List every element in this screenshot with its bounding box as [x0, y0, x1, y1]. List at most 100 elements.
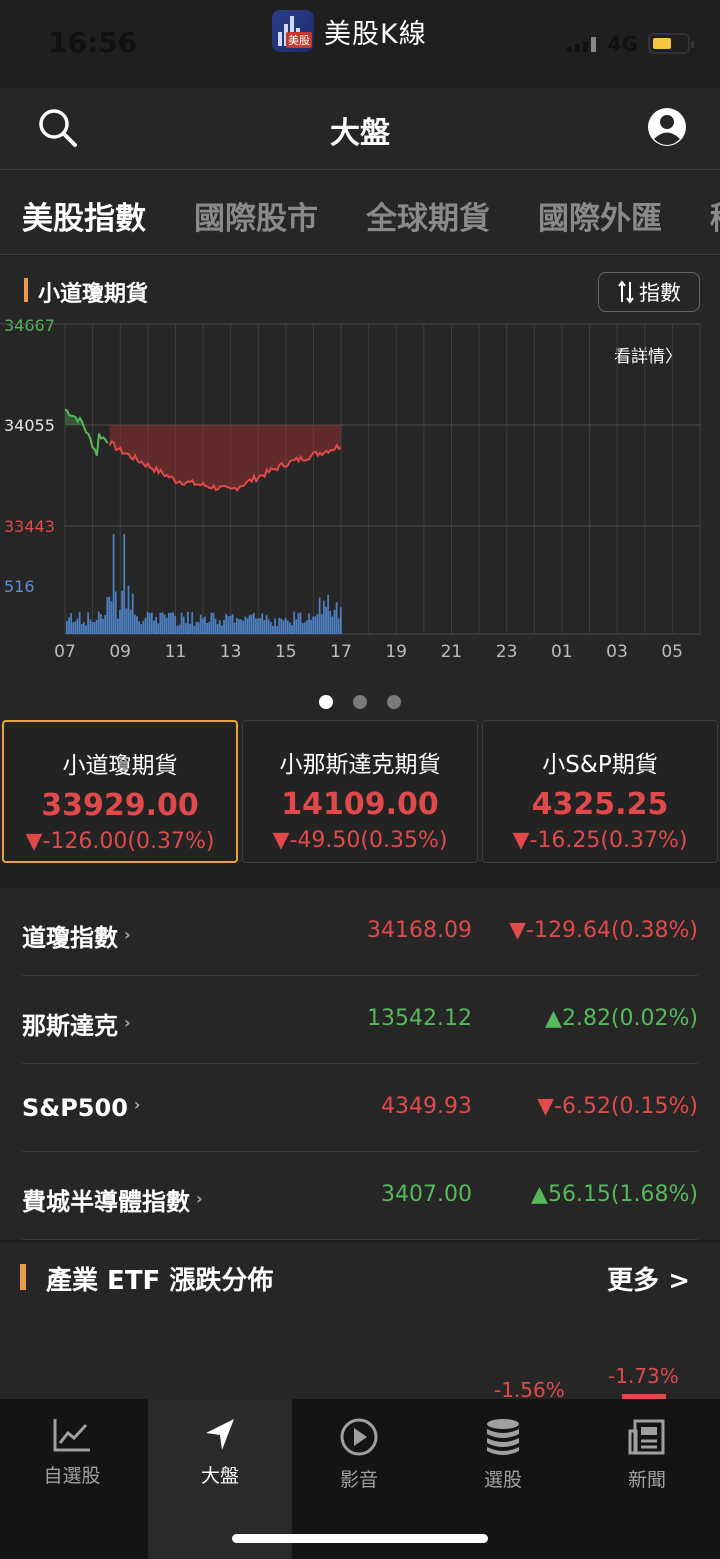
volume-bar — [314, 616, 317, 634]
volume-bar — [199, 614, 202, 634]
volume-bar — [172, 612, 174, 634]
volume-bar — [312, 616, 315, 634]
volume-bar — [187, 611, 189, 634]
etf-title: 產業 ETF 漲跌分佈 — [46, 1266, 274, 1296]
tabbar-market[interactable]: 大盤 — [148, 1399, 292, 1559]
volume-bar — [223, 619, 225, 634]
index-name: 道瓊指數 › — [22, 924, 131, 952]
price-chart[interactable] — [0, 316, 720, 642]
futures-card-dow[interactable]: 小道瓊期貨 33929.00 ▼-126.00(0.37%) — [2, 720, 238, 863]
page-dot[interactable] — [319, 695, 333, 709]
tabbar-label: 自選股 — [43, 1465, 101, 1487]
page-dot[interactable] — [353, 695, 367, 709]
index-change: ▼-6.52(0.15%) — [537, 1094, 698, 1119]
account-button[interactable] — [646, 106, 688, 148]
futures-change: ▼-126.00(0.37%) — [25, 829, 215, 854]
volume-bar — [282, 620, 285, 634]
chevron-right-icon: › — [133, 1095, 141, 1114]
tab-us-index[interactable]: 美股指數 — [22, 201, 146, 237]
tabbar-screener[interactable]: 選股 — [431, 1399, 575, 1559]
volume-bar — [114, 591, 117, 634]
volume-bar — [305, 620, 308, 634]
volume-bar — [263, 620, 266, 634]
x-axis-tick-label: 13 — [219, 642, 242, 662]
index-name: 費城半導體指數 › — [22, 1188, 203, 1216]
x-axis-tick-label: 05 — [661, 642, 683, 662]
tabbar-video[interactable]: 影音 — [287, 1399, 431, 1559]
volume-bar — [265, 615, 268, 634]
chevron-right-icon: › — [124, 1013, 131, 1032]
volume-bar — [74, 621, 77, 634]
x-axis-tick-label: 23 — [495, 642, 518, 662]
volume-bar — [89, 619, 92, 634]
chart-title-marker — [24, 278, 28, 302]
tab-forex[interactable]: 國際外匯 — [538, 201, 662, 237]
volume-bar — [193, 625, 196, 634]
chevron-right-icon: › — [124, 925, 131, 944]
volume-bar — [229, 615, 232, 634]
volume-bar — [85, 625, 87, 634]
futures-price: 14109.00 — [281, 787, 439, 822]
futures-card-sp[interactable]: 小S&P期貨 4325.25 ▼-16.25(0.37%) — [482, 720, 718, 863]
volume-bar — [327, 594, 330, 634]
volume-bar — [248, 615, 251, 634]
volume-bar — [87, 612, 90, 634]
volume-bar — [301, 623, 304, 634]
page-dot[interactable] — [387, 695, 401, 709]
switch-label: 指數 — [639, 281, 681, 305]
volume-bar — [325, 606, 327, 634]
volume-bar — [142, 620, 145, 634]
market-tabs: 美股指數 國際股市 全球期貨 國際外匯 稀 — [0, 171, 720, 255]
volume-bar — [176, 625, 179, 634]
switch-index-button[interactable]: 指數 — [598, 272, 700, 312]
volume-bar — [252, 612, 255, 634]
futures-price: 33929.00 — [41, 788, 199, 823]
top-header: 大盤 — [0, 88, 720, 170]
index-row-sp500[interactable]: S&P500 › 4349.93 ▼-6.52(0.15%) — [22, 1064, 698, 1152]
volume-bar — [155, 616, 157, 634]
etf-more-link[interactable]: 更多 > — [607, 1266, 690, 1296]
volume-bar — [170, 612, 172, 634]
search-button[interactable] — [36, 106, 80, 150]
app-badge: 美股 美股K線 — [272, 10, 427, 52]
detail-link-label: 看詳情 — [614, 347, 665, 367]
volume-bar — [318, 597, 321, 634]
app-name: 美股K線 — [324, 18, 427, 50]
index-row-nasdaq[interactable]: 那斯達克 › 13542.12 ▲2.82(0.02%) — [22, 976, 698, 1064]
volume-bar — [78, 612, 81, 634]
x-axis-tick-label: 15 — [274, 642, 297, 662]
volume-bar — [339, 607, 342, 634]
volume-bar — [310, 619, 313, 634]
volume-bar — [121, 590, 124, 634]
volume-bar — [240, 619, 242, 634]
futures-change: ▼-49.50(0.35%) — [272, 828, 448, 853]
etf-title-marker — [20, 1264, 26, 1290]
volume-bar — [214, 618, 217, 634]
y-axis-high: 34667 — [4, 316, 55, 335]
index-row-sox[interactable]: 費城半導體指數 › 3407.00 ▲56.15(1.68%) — [22, 1152, 698, 1240]
etf-value: -1.56% — [494, 1378, 565, 1402]
index-name: 那斯達克 › — [22, 1012, 131, 1040]
tab-intl-stocks[interactable]: 國際股市 — [194, 201, 318, 237]
volume-bar — [337, 618, 340, 634]
volume-bar — [167, 613, 170, 634]
navigation-arrow-icon — [206, 1419, 234, 1450]
bottom-tab-bar: 自選股 大盤 影音 選股 新聞 — [0, 1399, 720, 1559]
volume-bar — [231, 614, 234, 634]
volume-bar — [278, 617, 281, 634]
detail-link[interactable]: 看詳情〉 — [614, 347, 682, 367]
tabbar-watchlist[interactable]: 自選股 — [0, 1399, 144, 1559]
volume-bar — [255, 618, 257, 634]
volume-bar — [91, 621, 94, 634]
tab-global-futures[interactable]: 全球期貨 — [366, 201, 490, 237]
volume-bar — [148, 613, 151, 634]
tab-more[interactable]: 稀 — [710, 193, 720, 238]
volume-bar — [119, 609, 121, 634]
price-line-up — [64, 408, 109, 456]
index-row-dow[interactable]: 道瓊指數 › 34168.09 ▼-129.64(0.38%) — [22, 888, 698, 976]
volume-bar — [195, 621, 198, 634]
tabbar-news[interactable]: 新聞 — [575, 1399, 719, 1559]
volume-bar — [238, 619, 240, 634]
volume-bar — [274, 618, 276, 634]
futures-card-nasdaq[interactable]: 小那斯達克期貨 14109.00 ▼-49.50(0.35%) — [242, 720, 478, 863]
